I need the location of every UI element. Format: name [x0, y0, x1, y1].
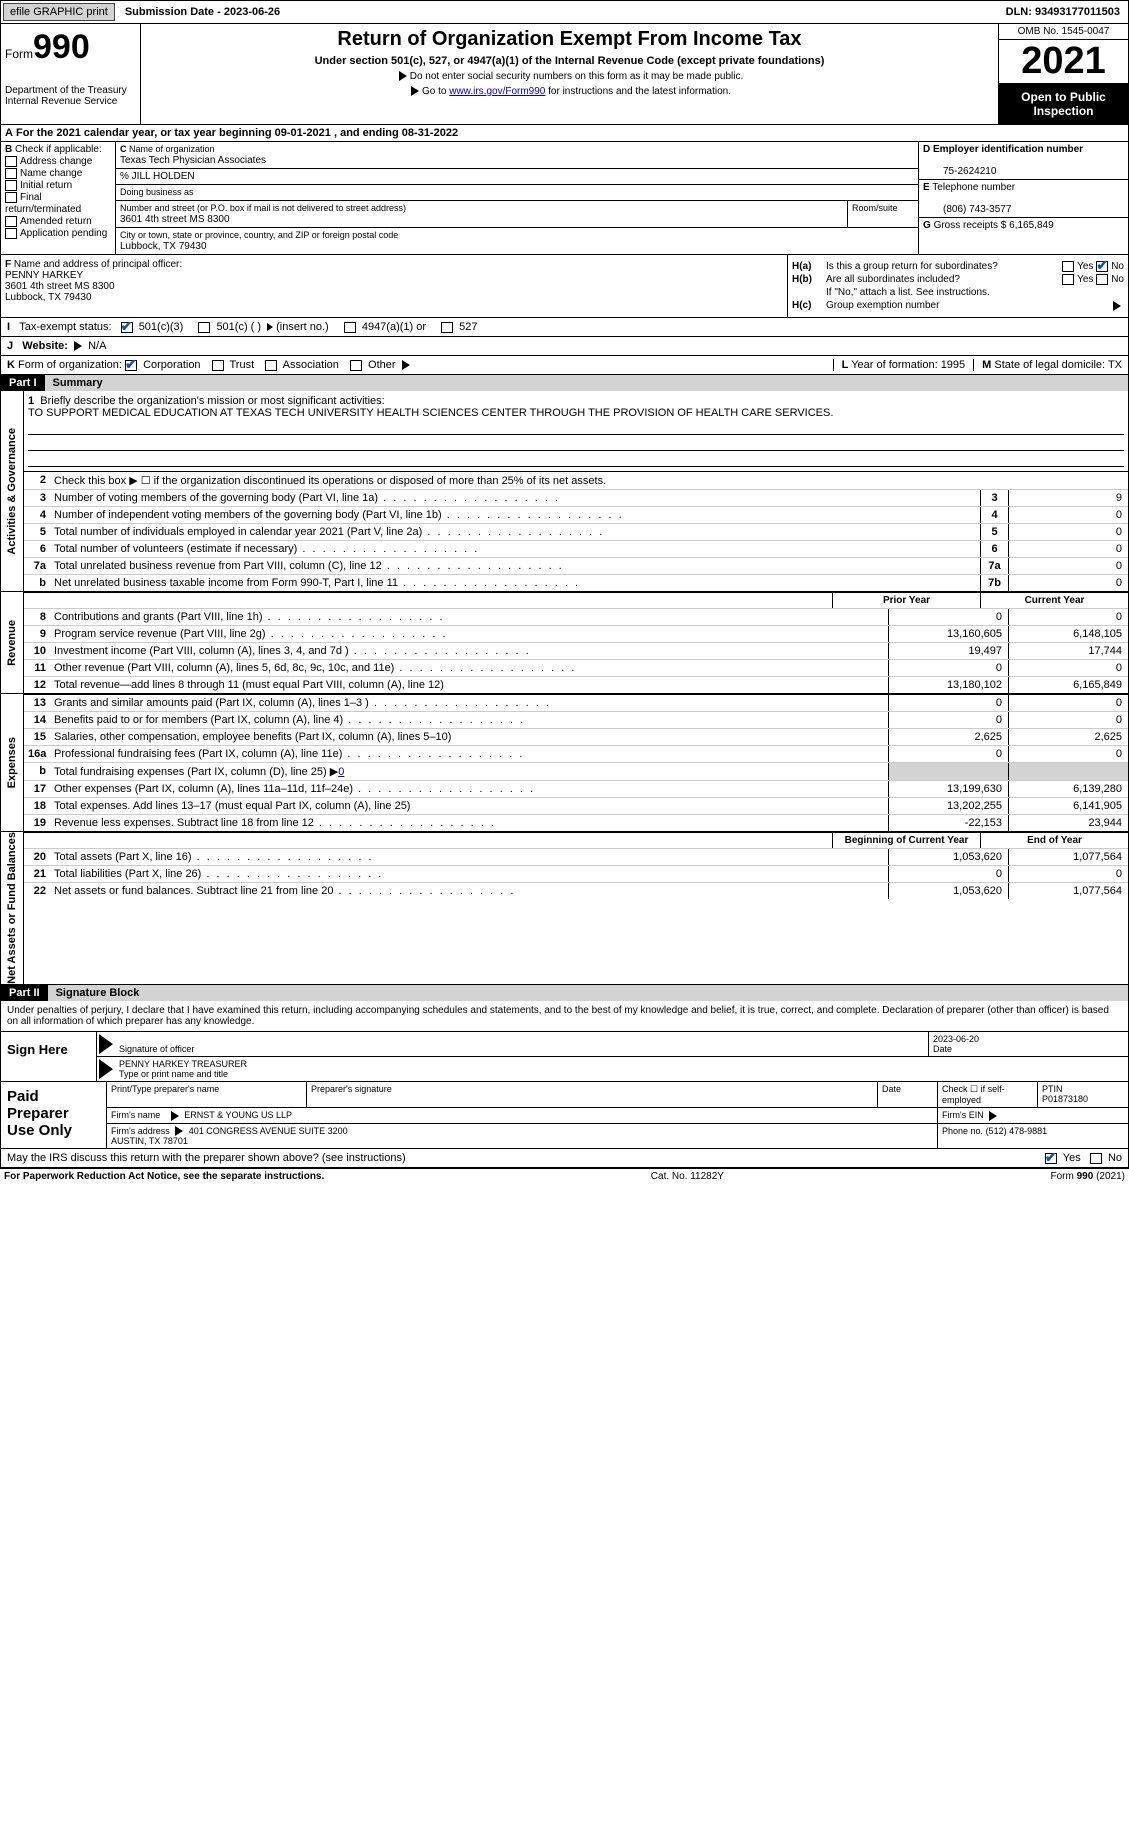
cb-corporation[interactable]	[125, 360, 137, 371]
gross-receipts: G Gross receipts $ 6,165,849	[919, 218, 1128, 233]
form-number: Form990	[5, 28, 136, 67]
section-h: H(a)Is this a group return for subordina…	[788, 255, 1128, 317]
form-subtitle: Under section 501(c), 527, or 4947(a)(1)…	[147, 55, 992, 67]
header-left: Form990 Department of the Treasury Inter…	[1, 24, 141, 124]
firm-name: Firm's name ERNST & YOUNG US LLP	[107, 1108, 938, 1123]
side-expenses: Expenses	[0, 694, 24, 832]
cb-final-return[interactable]: Final return/terminated	[5, 192, 111, 214]
section-d-e-g: D Employer identification number 75-2624…	[918, 142, 1128, 254]
paid-preparer-block: Paid Preparer Use Only Print/Type prepar…	[0, 1082, 1129, 1149]
fundraising-link[interactable]: 0	[338, 766, 344, 778]
open-to-public: Open to Public Inspection	[999, 84, 1128, 124]
line-a-tax-year: A For the 2021 calendar year, or tax yea…	[0, 125, 1129, 142]
activities-governance-body: 1 Briefly describe the organization's mi…	[24, 391, 1129, 592]
arrow-icon	[175, 1126, 183, 1136]
header-center: Return of Organization Exempt From Incom…	[141, 24, 998, 124]
arrow-icon	[411, 86, 419, 96]
cb-application-pending[interactable]: Application pending	[5, 228, 111, 239]
discuss-line: May the IRS discuss this return with the…	[0, 1149, 1129, 1168]
line-1-mission: 1 Briefly describe the organization's mi…	[24, 391, 1128, 471]
submission-date: Submission Date - 2023-06-26	[117, 4, 288, 20]
arrow-icon	[171, 1111, 179, 1121]
ha-no[interactable]	[1096, 261, 1108, 272]
section-c: C Name of organization Texas Tech Physic…	[116, 142, 918, 254]
hb-yes[interactable]	[1062, 274, 1074, 285]
net-assets-body: Beginning of Current YearEnd of Year 20T…	[24, 832, 1129, 985]
arrow-icon	[99, 1034, 113, 1054]
perjury-declaration: Under penalties of perjury, I declare th…	[1, 1001, 1128, 1032]
preparer-name[interactable]: Print/Type preparer's name	[107, 1082, 307, 1107]
cb-initial-return[interactable]: Initial return	[5, 180, 111, 191]
cb-trust[interactable]	[212, 360, 224, 371]
identity-block: B Check if applicable: Address change Na…	[0, 142, 1129, 255]
cb-501c3[interactable]	[121, 322, 133, 333]
revenue-body: Prior YearCurrent Year 8Contributions an…	[24, 592, 1129, 694]
side-activities-governance: Activities & Governance	[0, 391, 24, 592]
firm-phone: Phone no. (512) 478-9881	[938, 1124, 1128, 1149]
ptin: PTINP01873180	[1038, 1082, 1128, 1107]
side-net-assets: Net Assets or Fund Balances	[0, 832, 24, 985]
form-note-link: Go to www.irs.gov/Form990 for instructio…	[147, 86, 992, 97]
page-footer: For Paperwork Reduction Act Notice, see …	[0, 1168, 1129, 1184]
arrow-icon	[1113, 301, 1121, 311]
line-k-l-m: K Form of organization: Corporation Trus…	[0, 356, 1129, 375]
top-bar: efile GRAPHIC print Submission Date - 20…	[0, 0, 1129, 24]
form-header: Form990 Department of the Treasury Inter…	[0, 24, 1129, 125]
cb-4947[interactable]	[344, 322, 356, 333]
tax-year: 2021	[999, 40, 1128, 84]
officer-group-block: F Name and address of principal officer:…	[0, 255, 1129, 318]
section-b: B Check if applicable: Address change Na…	[1, 142, 116, 254]
instructions-link[interactable]: www.irs.gov/Form990	[449, 86, 545, 97]
efile-print-button[interactable]: efile GRAPHIC print	[3, 3, 115, 21]
self-employed-check[interactable]: Check ☐ if self-employed	[938, 1082, 1038, 1107]
paid-preparer-label: Paid Preparer Use Only	[1, 1082, 106, 1148]
officer-name: PENNY HARKEY TREASURERType or print name…	[115, 1057, 1128, 1081]
arrow-icon	[989, 1111, 997, 1121]
firm-ein: Firm's EIN	[938, 1108, 1128, 1123]
sign-date: 2023-06-20Date	[928, 1032, 1128, 1056]
signature-block: Under penalties of perjury, I declare th…	[0, 1001, 1129, 1082]
arrow-icon	[99, 1059, 113, 1079]
officer-signature[interactable]: Signature of officer	[115, 1032, 928, 1056]
city-box: City or town, state or province, country…	[116, 228, 918, 254]
phone-box: E Telephone number (806) 743-3577	[919, 180, 1128, 218]
part2-header: Part II Signature Block	[0, 985, 1129, 1001]
care-of: % JILL HOLDEN	[116, 169, 918, 185]
cb-name-change[interactable]: Name change	[5, 168, 111, 179]
ein-box: D Employer identification number 75-2624…	[919, 142, 1128, 180]
firm-address: Firm's address 401 CONGRESS AVENUE SUITE…	[107, 1124, 938, 1149]
cb-527[interactable]	[441, 322, 453, 333]
preparer-date: Date	[878, 1082, 938, 1107]
dba-box: Doing business as	[116, 185, 918, 201]
ha-yes[interactable]	[1062, 261, 1074, 272]
omb-number: OMB No. 1545-0047	[999, 24, 1128, 40]
cb-501c[interactable]	[198, 322, 210, 333]
discuss-yes[interactable]	[1045, 1153, 1057, 1164]
expenses-body: 13Grants and similar amounts paid (Part …	[24, 694, 1129, 832]
form-note-ssn: Do not enter social security numbers on …	[147, 71, 992, 82]
discuss-no[interactable]	[1090, 1153, 1102, 1164]
arrow-icon	[402, 360, 410, 370]
sign-here-label: Sign Here	[1, 1032, 96, 1081]
street-box: Number and street (or P.O. box if mail i…	[116, 201, 918, 228]
cb-address-change[interactable]: Address change	[5, 156, 111, 167]
arrow-icon	[74, 341, 82, 351]
line-j: J Website: N/A	[0, 337, 1129, 356]
part1-header: Part I Summary	[0, 375, 1129, 391]
cb-association[interactable]	[265, 360, 277, 371]
section-f: F Name and address of principal officer:…	[1, 255, 788, 317]
cb-other[interactable]	[350, 360, 362, 371]
form-title: Return of Organization Exempt From Incom…	[147, 28, 992, 51]
hb-no[interactable]	[1096, 274, 1108, 285]
dln: DLN: 93493177011503	[998, 4, 1128, 20]
org-name: Texas Tech Physician Associates	[120, 155, 266, 166]
preparer-signature[interactable]: Preparer's signature	[307, 1082, 878, 1107]
department: Department of the Treasury Internal Reve…	[5, 85, 136, 107]
arrow-icon	[399, 71, 407, 81]
org-name-box: C Name of organization Texas Tech Physic…	[116, 142, 918, 169]
header-right: OMB No. 1545-0047 2021 Open to Public In…	[998, 24, 1128, 124]
cb-amended-return[interactable]: Amended return	[5, 216, 111, 227]
side-revenue: Revenue	[0, 592, 24, 694]
line-i: I Tax-exempt status: 501(c)(3) 501(c) ( …	[0, 318, 1129, 337]
